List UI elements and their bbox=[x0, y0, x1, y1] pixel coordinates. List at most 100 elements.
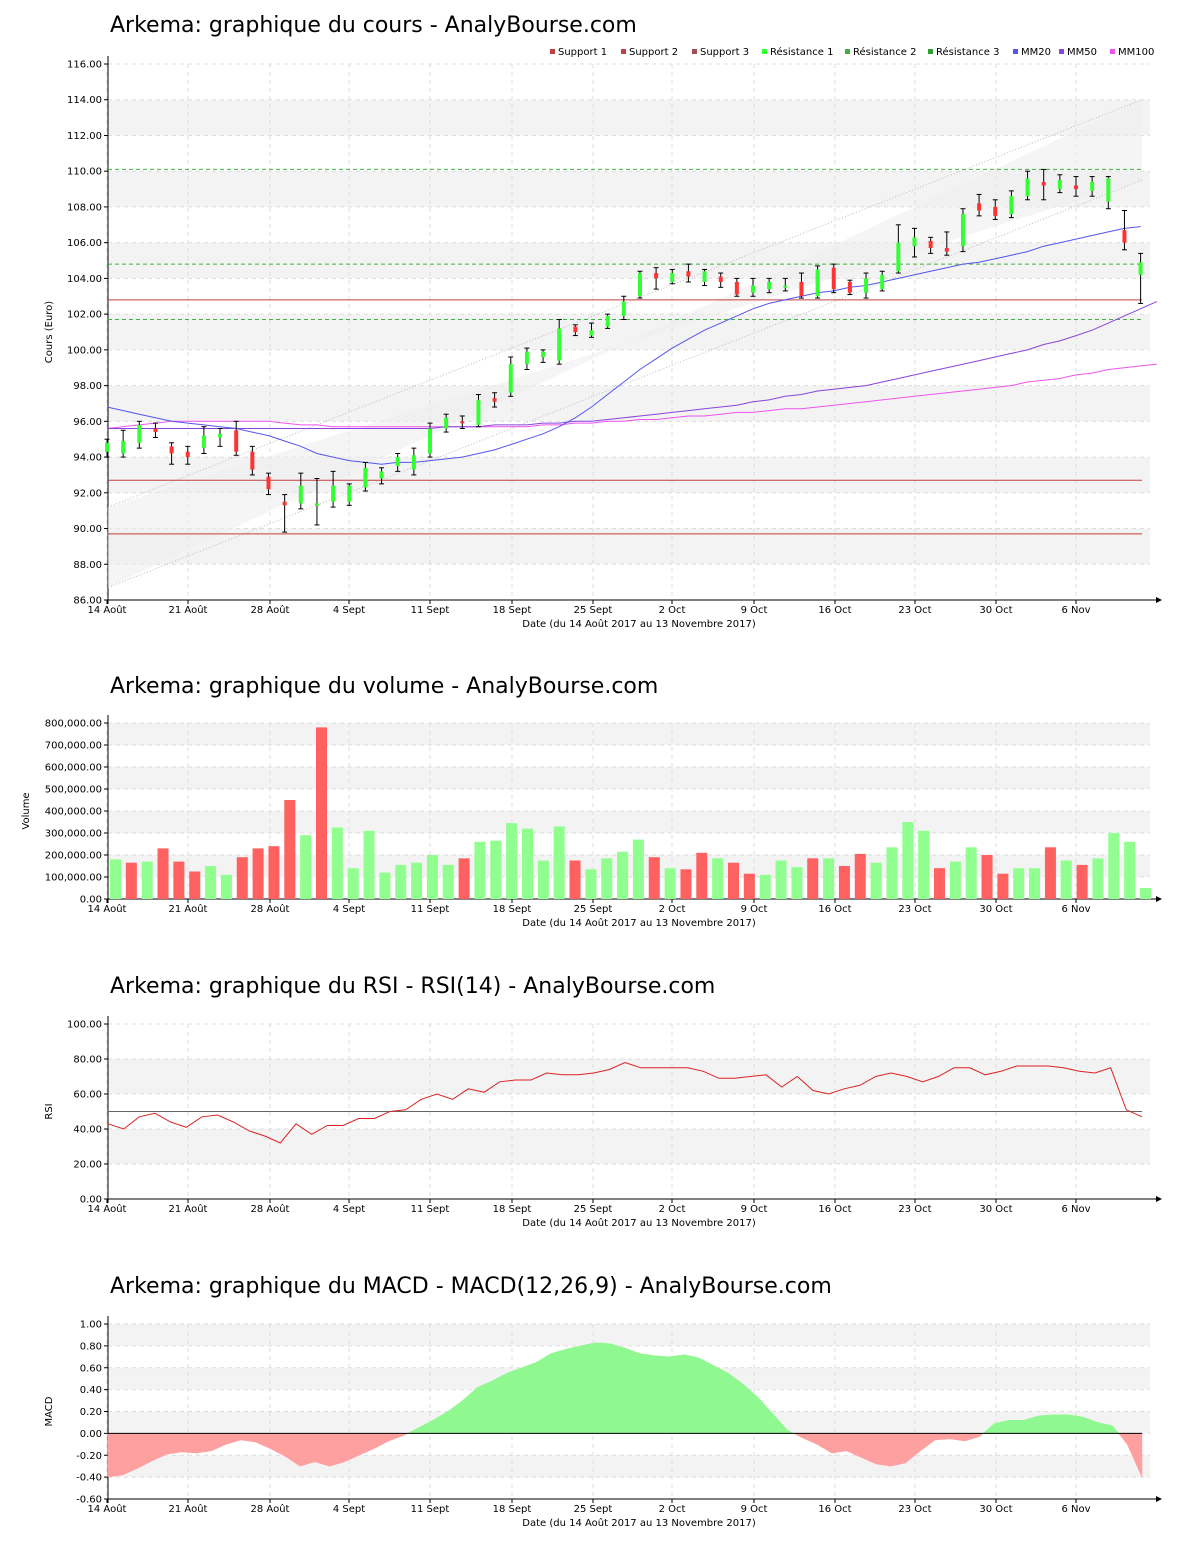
macd-area-segment bbox=[683, 1354, 700, 1434]
band bbox=[108, 811, 1150, 833]
x-axis-arrow bbox=[1156, 597, 1162, 603]
candle bbox=[475, 394, 481, 428]
candle-body bbox=[121, 440, 126, 454]
legend-label: Résistance 2 bbox=[853, 46, 916, 58]
candle-body bbox=[960, 214, 965, 247]
y-tick-label: 200,000.00 bbox=[45, 851, 102, 862]
macd-area-segment bbox=[211, 1433, 227, 1452]
candle bbox=[782, 277, 788, 292]
volume-bar bbox=[331, 827, 343, 899]
candle-body bbox=[218, 433, 223, 438]
volume-bar bbox=[823, 858, 835, 899]
candle-body bbox=[250, 451, 255, 470]
volume-bar bbox=[617, 851, 629, 899]
candle-body bbox=[105, 442, 109, 452]
volume-bar bbox=[474, 841, 486, 899]
chart-title: Arkema: graphique du volume - AnalyBours… bbox=[110, 674, 658, 699]
candle-body bbox=[621, 301, 626, 316]
macd-area-segment bbox=[595, 1342, 611, 1434]
volume-bar bbox=[759, 874, 771, 899]
volume-bar bbox=[1029, 868, 1041, 899]
volume-bar bbox=[268, 846, 280, 899]
volume-bar bbox=[775, 860, 787, 899]
volume-bar bbox=[1092, 858, 1104, 899]
legend-swatch bbox=[692, 49, 697, 54]
volume-bar bbox=[728, 862, 739, 899]
candle-body bbox=[508, 364, 513, 393]
band bbox=[108, 1324, 1150, 1346]
volume-bar bbox=[664, 868, 676, 899]
candle-body bbox=[379, 471, 384, 479]
y-axis-label: Volume bbox=[21, 792, 32, 829]
volume-bar bbox=[870, 862, 882, 899]
macd-area-segment bbox=[580, 1342, 596, 1434]
x-tick-label: 18 Sept bbox=[493, 1504, 532, 1515]
candle bbox=[298, 472, 304, 510]
candle-body bbox=[492, 398, 497, 402]
y-tick-label: 700,000.00 bbox=[45, 741, 102, 752]
volume-bar bbox=[807, 858, 819, 899]
x-tick-label: 4 Sept bbox=[333, 605, 365, 616]
legend-swatch bbox=[1110, 49, 1115, 54]
trend-channel bbox=[108, 99, 1142, 588]
y-axis-label: Cours (Euro) bbox=[44, 301, 55, 364]
macd-area-segment bbox=[846, 1433, 862, 1458]
band bbox=[108, 1129, 1150, 1164]
macd-area-segment bbox=[122, 1433, 138, 1476]
candle-body bbox=[541, 351, 546, 358]
y-tick-label: 500,000.00 bbox=[45, 785, 102, 796]
y-tick-label: 88.00 bbox=[73, 560, 102, 571]
candle bbox=[1025, 170, 1031, 201]
volume-bar bbox=[648, 857, 660, 899]
candle-body bbox=[977, 203, 982, 211]
volume-bar bbox=[379, 872, 391, 899]
volume-bar bbox=[743, 873, 755, 899]
x-tick-label: 25 Sept bbox=[574, 1204, 613, 1215]
candle bbox=[1089, 176, 1095, 197]
band bbox=[108, 1455, 1150, 1478]
macd-area-segment bbox=[225, 1433, 242, 1445]
macd-area-segment bbox=[639, 1353, 655, 1434]
volume-bar bbox=[458, 858, 470, 899]
x-axis-label: Date (du 14 Août 2017 au 13 Novembre 201… bbox=[522, 917, 756, 929]
candle-body bbox=[444, 417, 449, 429]
candle-body bbox=[928, 240, 933, 249]
macd-area-segment bbox=[934, 1433, 951, 1441]
macd-area-segment bbox=[920, 1433, 936, 1452]
y-tick-label: 0.40 bbox=[80, 1385, 102, 1396]
volume-bar bbox=[426, 855, 438, 899]
candle bbox=[637, 270, 643, 299]
x-tick-label: 28 Août bbox=[251, 1503, 290, 1515]
candle bbox=[120, 429, 126, 458]
candle bbox=[540, 349, 546, 363]
volume-bar bbox=[838, 866, 850, 899]
candle-body bbox=[912, 237, 917, 247]
x-tick-label: 2 Oct bbox=[659, 1204, 686, 1215]
macd-area-segment bbox=[299, 1433, 316, 1467]
candle bbox=[847, 279, 853, 295]
x-tick-label: 21 Août bbox=[169, 1503, 208, 1515]
y-tick-label: 0.00 bbox=[80, 895, 102, 906]
y-tick-label: -0.60 bbox=[76, 1495, 102, 1506]
volume-bar bbox=[981, 855, 993, 899]
candle bbox=[1121, 210, 1127, 251]
candle bbox=[685, 263, 691, 283]
candle-body bbox=[815, 269, 820, 297]
x-tick-label: 21 Août bbox=[169, 1203, 208, 1215]
band bbox=[108, 528, 1150, 565]
x-axis-label: Date (du 14 Août 2017 au 13 Novembre 201… bbox=[522, 1517, 756, 1529]
x-tick-label: 30 Oct bbox=[979, 1204, 1012, 1215]
legend-label: Support 1 bbox=[558, 47, 607, 58]
macd-area-segment bbox=[166, 1433, 183, 1455]
macd-area-segment bbox=[964, 1433, 980, 1442]
x-tick-label: 23 Oct bbox=[898, 605, 931, 616]
x-tick-label: 16 Oct bbox=[818, 904, 851, 915]
y-tick-label: 110.00 bbox=[67, 167, 102, 178]
legend-label: Résistance 1 bbox=[770, 46, 833, 58]
x-tick-label: 30 Oct bbox=[979, 605, 1012, 616]
volume-bar bbox=[252, 848, 264, 899]
x-tick-label: 2 Oct bbox=[659, 1504, 686, 1515]
volume-bar bbox=[347, 868, 359, 899]
x-tick-label: 23 Oct bbox=[898, 1204, 931, 1215]
legend-label: MM50 bbox=[1067, 47, 1097, 58]
